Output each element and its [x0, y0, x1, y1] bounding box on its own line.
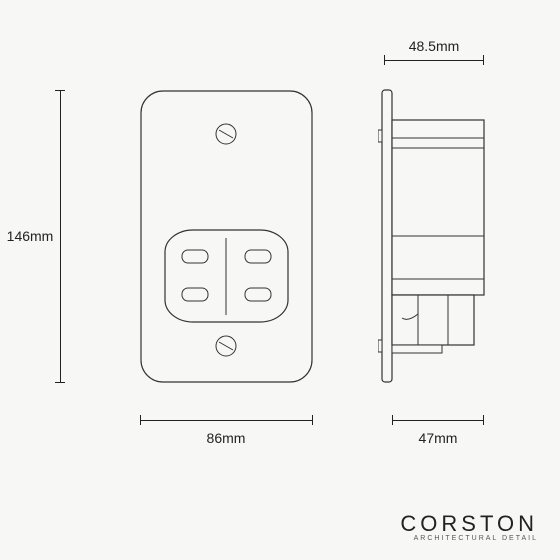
brand-tagline: ARCHITECTURAL DETAIL: [400, 535, 538, 542]
top-depth-label: 48.5mm: [409, 38, 460, 54]
height-label: 146mm: [7, 228, 54, 244]
side-profile-diagram: [378, 86, 498, 386]
front-plate-diagram: [140, 90, 313, 383]
depth-label: 47mm: [419, 430, 458, 446]
brand-name: CORSTON: [400, 511, 538, 537]
brand-block: CORSTON ARCHITECTURAL DETAIL: [400, 511, 538, 542]
width-label: 86mm: [207, 430, 246, 446]
